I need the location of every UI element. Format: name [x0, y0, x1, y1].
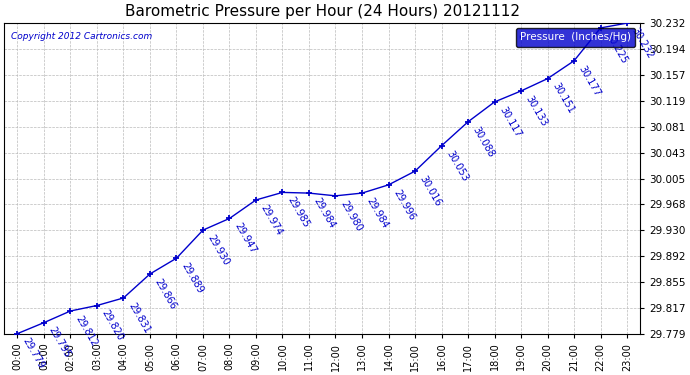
Text: 30.133: 30.133	[524, 94, 549, 128]
Text: 29.985: 29.985	[285, 195, 311, 230]
Text: 29.866: 29.866	[152, 277, 178, 311]
Text: 29.930: 29.930	[206, 233, 231, 267]
Text: 29.820: 29.820	[100, 308, 126, 343]
Text: 29.889: 29.889	[179, 261, 205, 295]
Text: 30.232: 30.232	[630, 26, 656, 60]
Text: Copyright 2012 Cartronics.com: Copyright 2012 Cartronics.com	[10, 32, 152, 41]
Text: 29.779: 29.779	[20, 336, 46, 371]
Text: 30.088: 30.088	[471, 124, 496, 159]
Text: 30.117: 30.117	[497, 105, 523, 139]
Legend: Pressure  (Inches/Hg): Pressure (Inches/Hg)	[515, 28, 635, 46]
Text: 30.016: 30.016	[417, 174, 443, 208]
Text: 29.980: 29.980	[338, 199, 364, 233]
Text: 29.812: 29.812	[73, 314, 99, 348]
Text: 30.151: 30.151	[551, 81, 576, 116]
Text: 29.974: 29.974	[259, 203, 284, 237]
Text: 29.984: 29.984	[365, 196, 391, 230]
Text: 29.996: 29.996	[391, 188, 417, 222]
Text: 29.831: 29.831	[126, 301, 152, 335]
Text: 30.225: 30.225	[603, 31, 629, 65]
Text: 29.795: 29.795	[47, 326, 72, 360]
Title: Barometric Pressure per Hour (24 Hours) 20121112: Barometric Pressure per Hour (24 Hours) …	[125, 4, 520, 19]
Text: 29.984: 29.984	[312, 196, 337, 230]
Text: 29.947: 29.947	[233, 221, 258, 256]
Text: 30.177: 30.177	[577, 64, 602, 98]
Text: 30.053: 30.053	[444, 148, 470, 183]
